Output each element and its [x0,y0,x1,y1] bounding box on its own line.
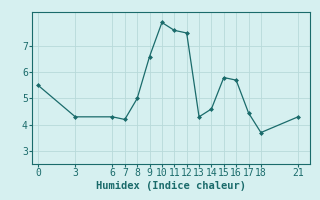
X-axis label: Humidex (Indice chaleur): Humidex (Indice chaleur) [96,181,246,191]
